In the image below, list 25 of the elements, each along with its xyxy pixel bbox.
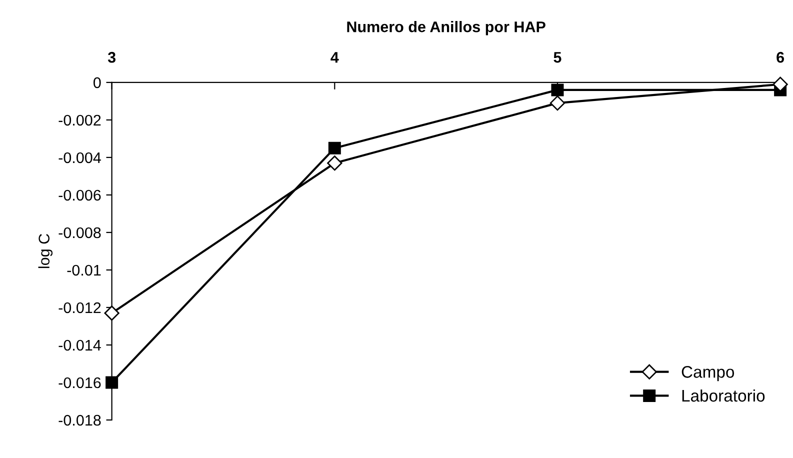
y-tick-label: -0.012: [58, 302, 101, 314]
point: [550, 96, 566, 111]
y-tick-label: -0.014: [58, 340, 101, 351]
point: [327, 156, 342, 171]
x-tick-label: 3: [108, 52, 116, 63]
y-tick-label: -0.018: [58, 414, 101, 426]
legend-label: Campo: [682, 366, 734, 382]
point: [551, 84, 564, 96]
y-tick-label: -0.002: [58, 114, 101, 126]
y-tick-label: 0: [93, 77, 101, 88]
y-tick-label: -0.016: [58, 377, 101, 388]
point: [104, 306, 120, 321]
y-axis-title: log C: [38, 234, 53, 268]
point: [106, 376, 118, 389]
y-tick-label: -0.008: [58, 227, 101, 238]
y-tick-label: -0.01: [67, 264, 101, 276]
x-tick-label: 6: [776, 52, 784, 63]
x-tick-label: 4: [330, 52, 339, 63]
point: [328, 142, 341, 154]
point: [772, 76, 788, 92]
x-axis-title: Numero de Anillos por HAP: [347, 21, 546, 36]
legend-label: Laboratorio: [682, 389, 765, 402]
y-tick-label: -0.006: [58, 190, 101, 201]
x-tick-label: 5: [554, 52, 562, 63]
y-tick-label: -0.004: [58, 152, 101, 164]
